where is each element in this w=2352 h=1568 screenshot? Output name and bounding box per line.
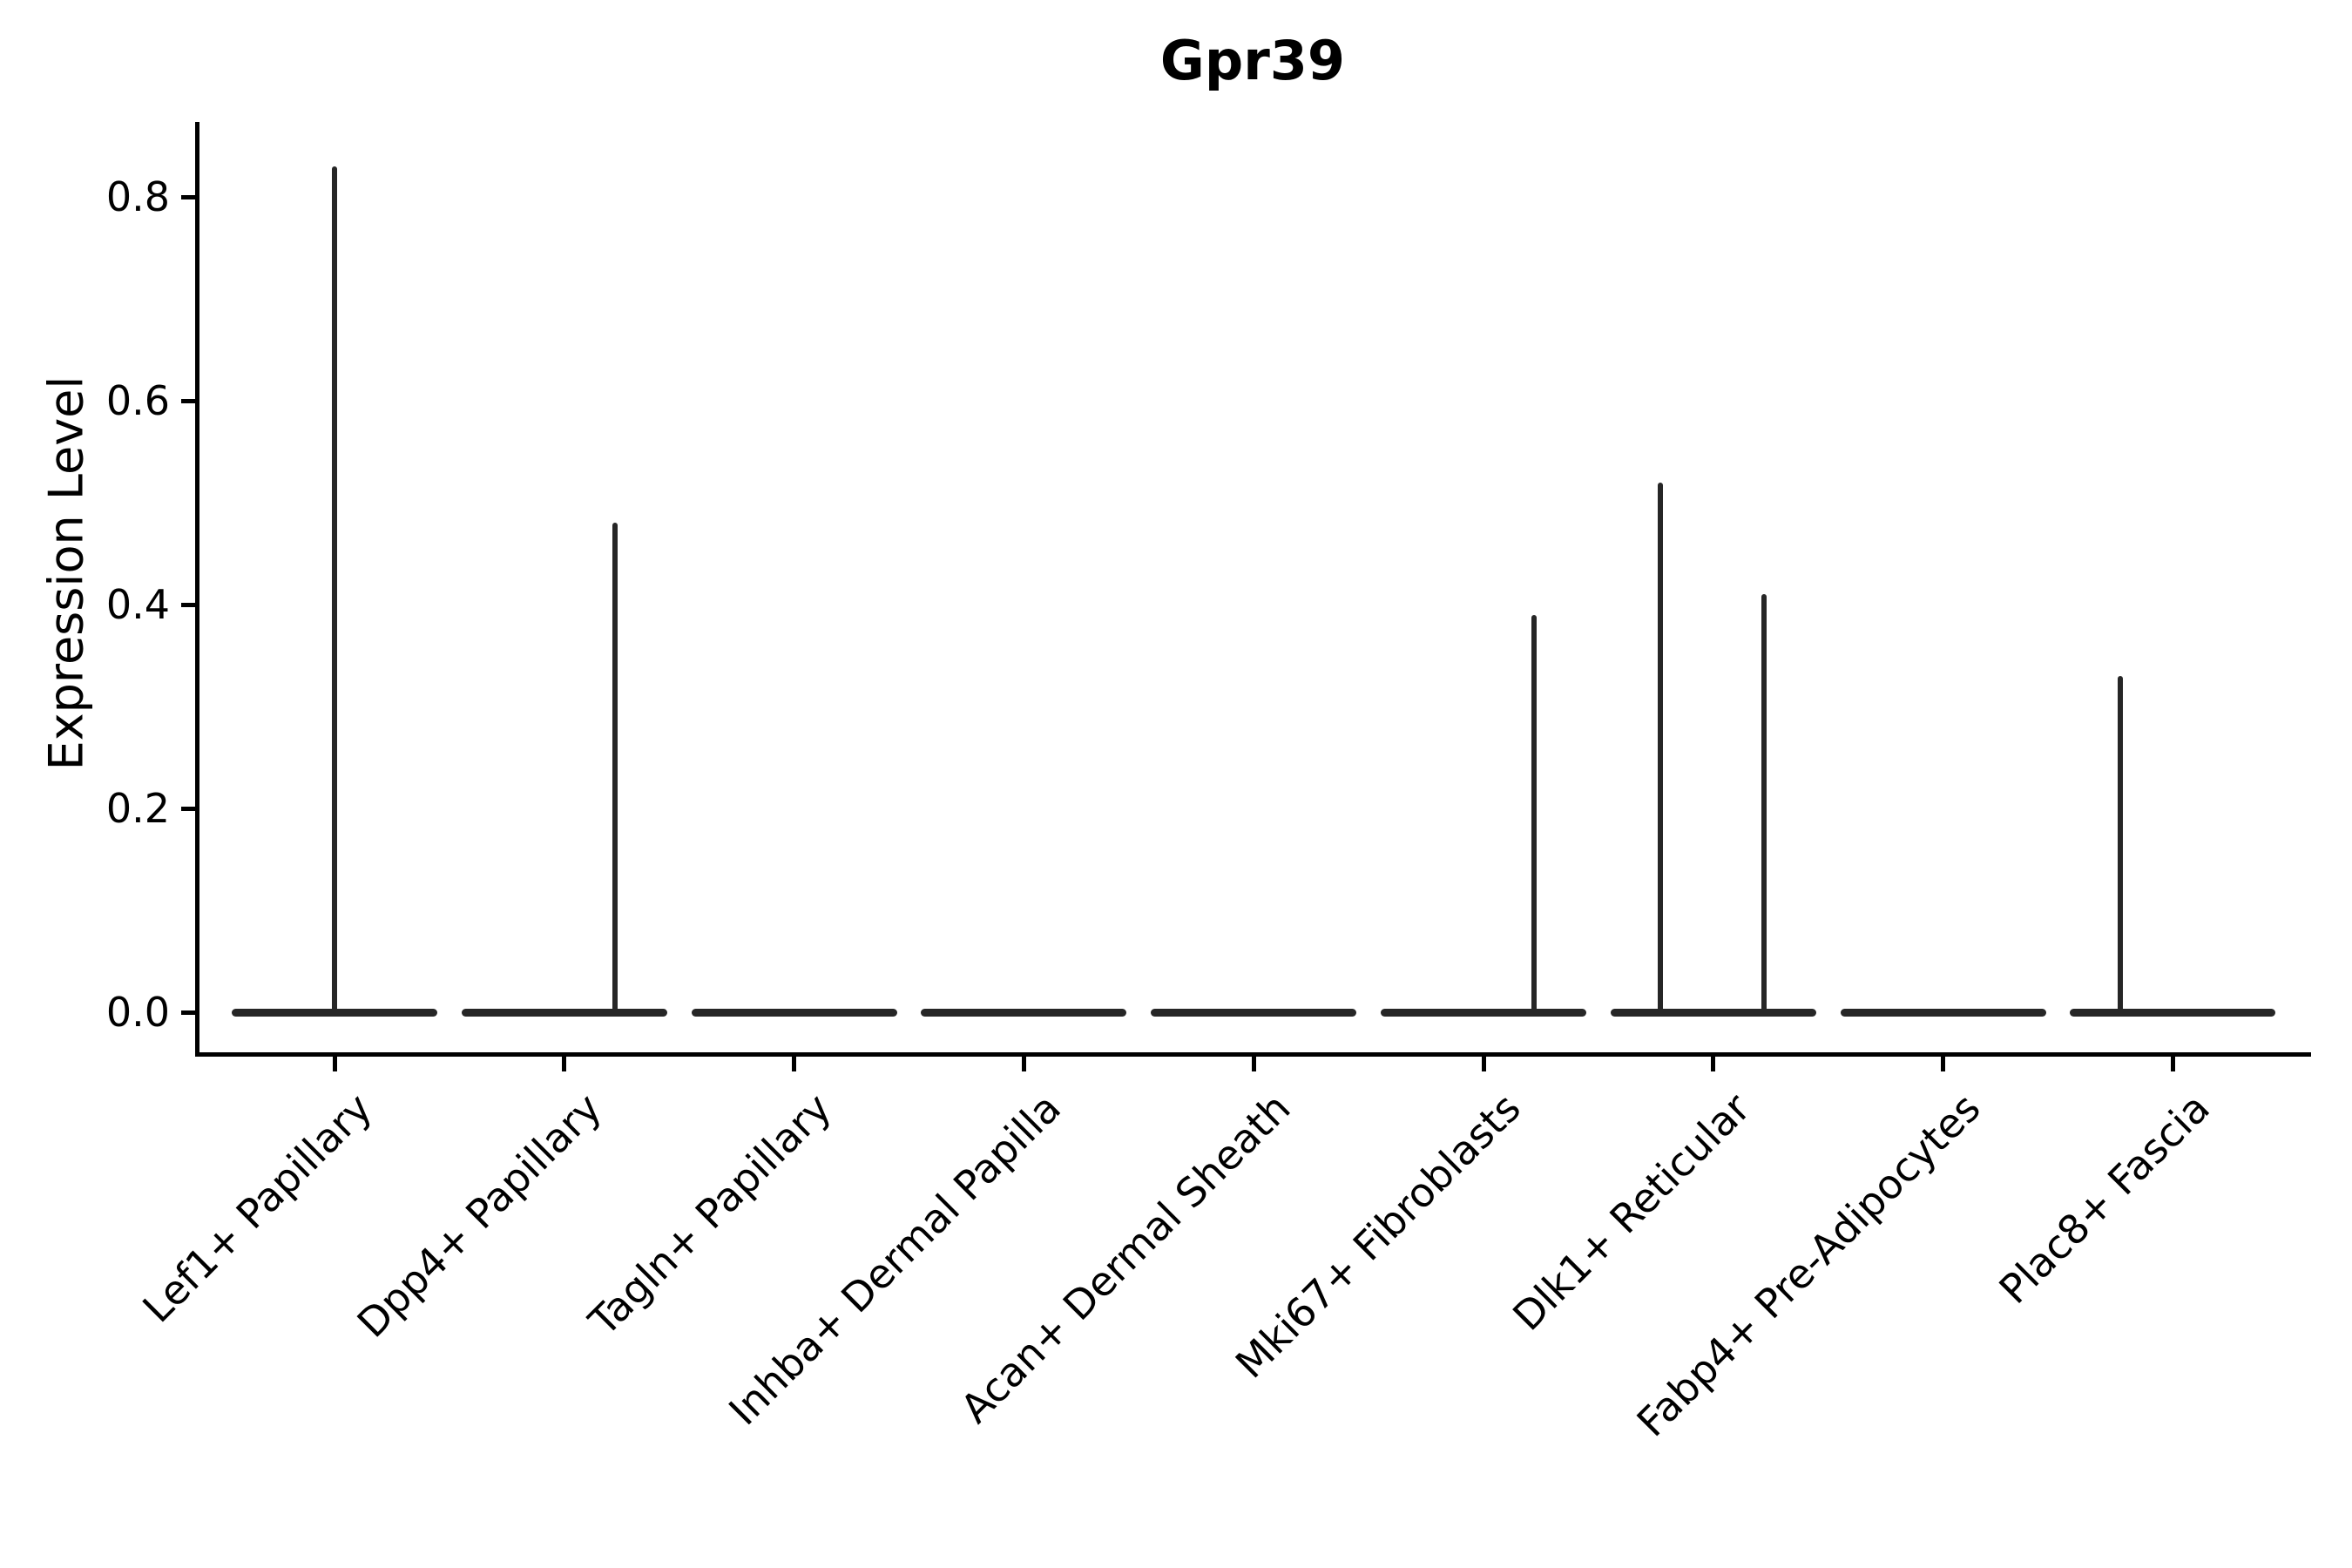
violin-spike xyxy=(2117,675,2123,1012)
x-tick-mark xyxy=(562,1057,567,1071)
y-axis-spine xyxy=(195,122,199,1057)
violin-body xyxy=(1381,1008,1586,1017)
y-tick-mark xyxy=(181,398,196,403)
x-tick-label: Plac8+ Fascia xyxy=(1990,1084,2220,1313)
y-tick-mark xyxy=(181,602,196,607)
violin-spike xyxy=(612,523,618,1012)
y-tick-mark xyxy=(181,806,196,811)
x-tick-mark xyxy=(1711,1057,1716,1071)
y-tick-mark xyxy=(181,1010,196,1015)
violin-body xyxy=(1840,1008,2046,1017)
violin-spike xyxy=(1658,482,1664,1012)
x-tick-mark xyxy=(1481,1057,1486,1071)
x-tick-label: Dpp4+ Papillary xyxy=(348,1084,611,1347)
x-tick-mark xyxy=(1941,1057,1946,1071)
violin-spike xyxy=(1531,614,1538,1012)
x-tick-label: Dlk1+ Reticular xyxy=(1504,1084,1760,1340)
violin-spike xyxy=(332,166,337,1012)
violin-body xyxy=(2070,1008,2276,1017)
x-tick-mark xyxy=(2170,1057,2175,1071)
y-tick-label: 0.4 xyxy=(105,581,170,628)
y-tick-label: 0.2 xyxy=(105,785,170,832)
x-tick-mark xyxy=(1021,1057,1026,1071)
y-axis-title: Expression Level xyxy=(38,375,94,771)
y-tick-mark xyxy=(181,194,196,199)
violin-body xyxy=(1151,1008,1357,1017)
x-tick-mark xyxy=(332,1057,337,1071)
violin-body xyxy=(1610,1008,1816,1017)
y-tick-label: 0.6 xyxy=(105,377,170,424)
x-axis-spine xyxy=(195,1052,2311,1057)
violin-body xyxy=(461,1008,667,1017)
y-tick-label: 0.0 xyxy=(105,989,170,1036)
violin-body xyxy=(691,1008,897,1017)
violin-body xyxy=(921,1008,1127,1017)
y-tick-label: 0.8 xyxy=(105,173,170,220)
violin-spike xyxy=(1761,594,1767,1012)
violin-body xyxy=(232,1008,437,1017)
x-tick-mark xyxy=(1251,1057,1256,1071)
plot-title: Gpr39 xyxy=(1159,29,1346,92)
x-tick-mark xyxy=(792,1057,797,1071)
x-tick-label: Tagln+ Papillary xyxy=(579,1084,841,1345)
x-tick-label: Lef1+ Papillary xyxy=(132,1084,381,1332)
